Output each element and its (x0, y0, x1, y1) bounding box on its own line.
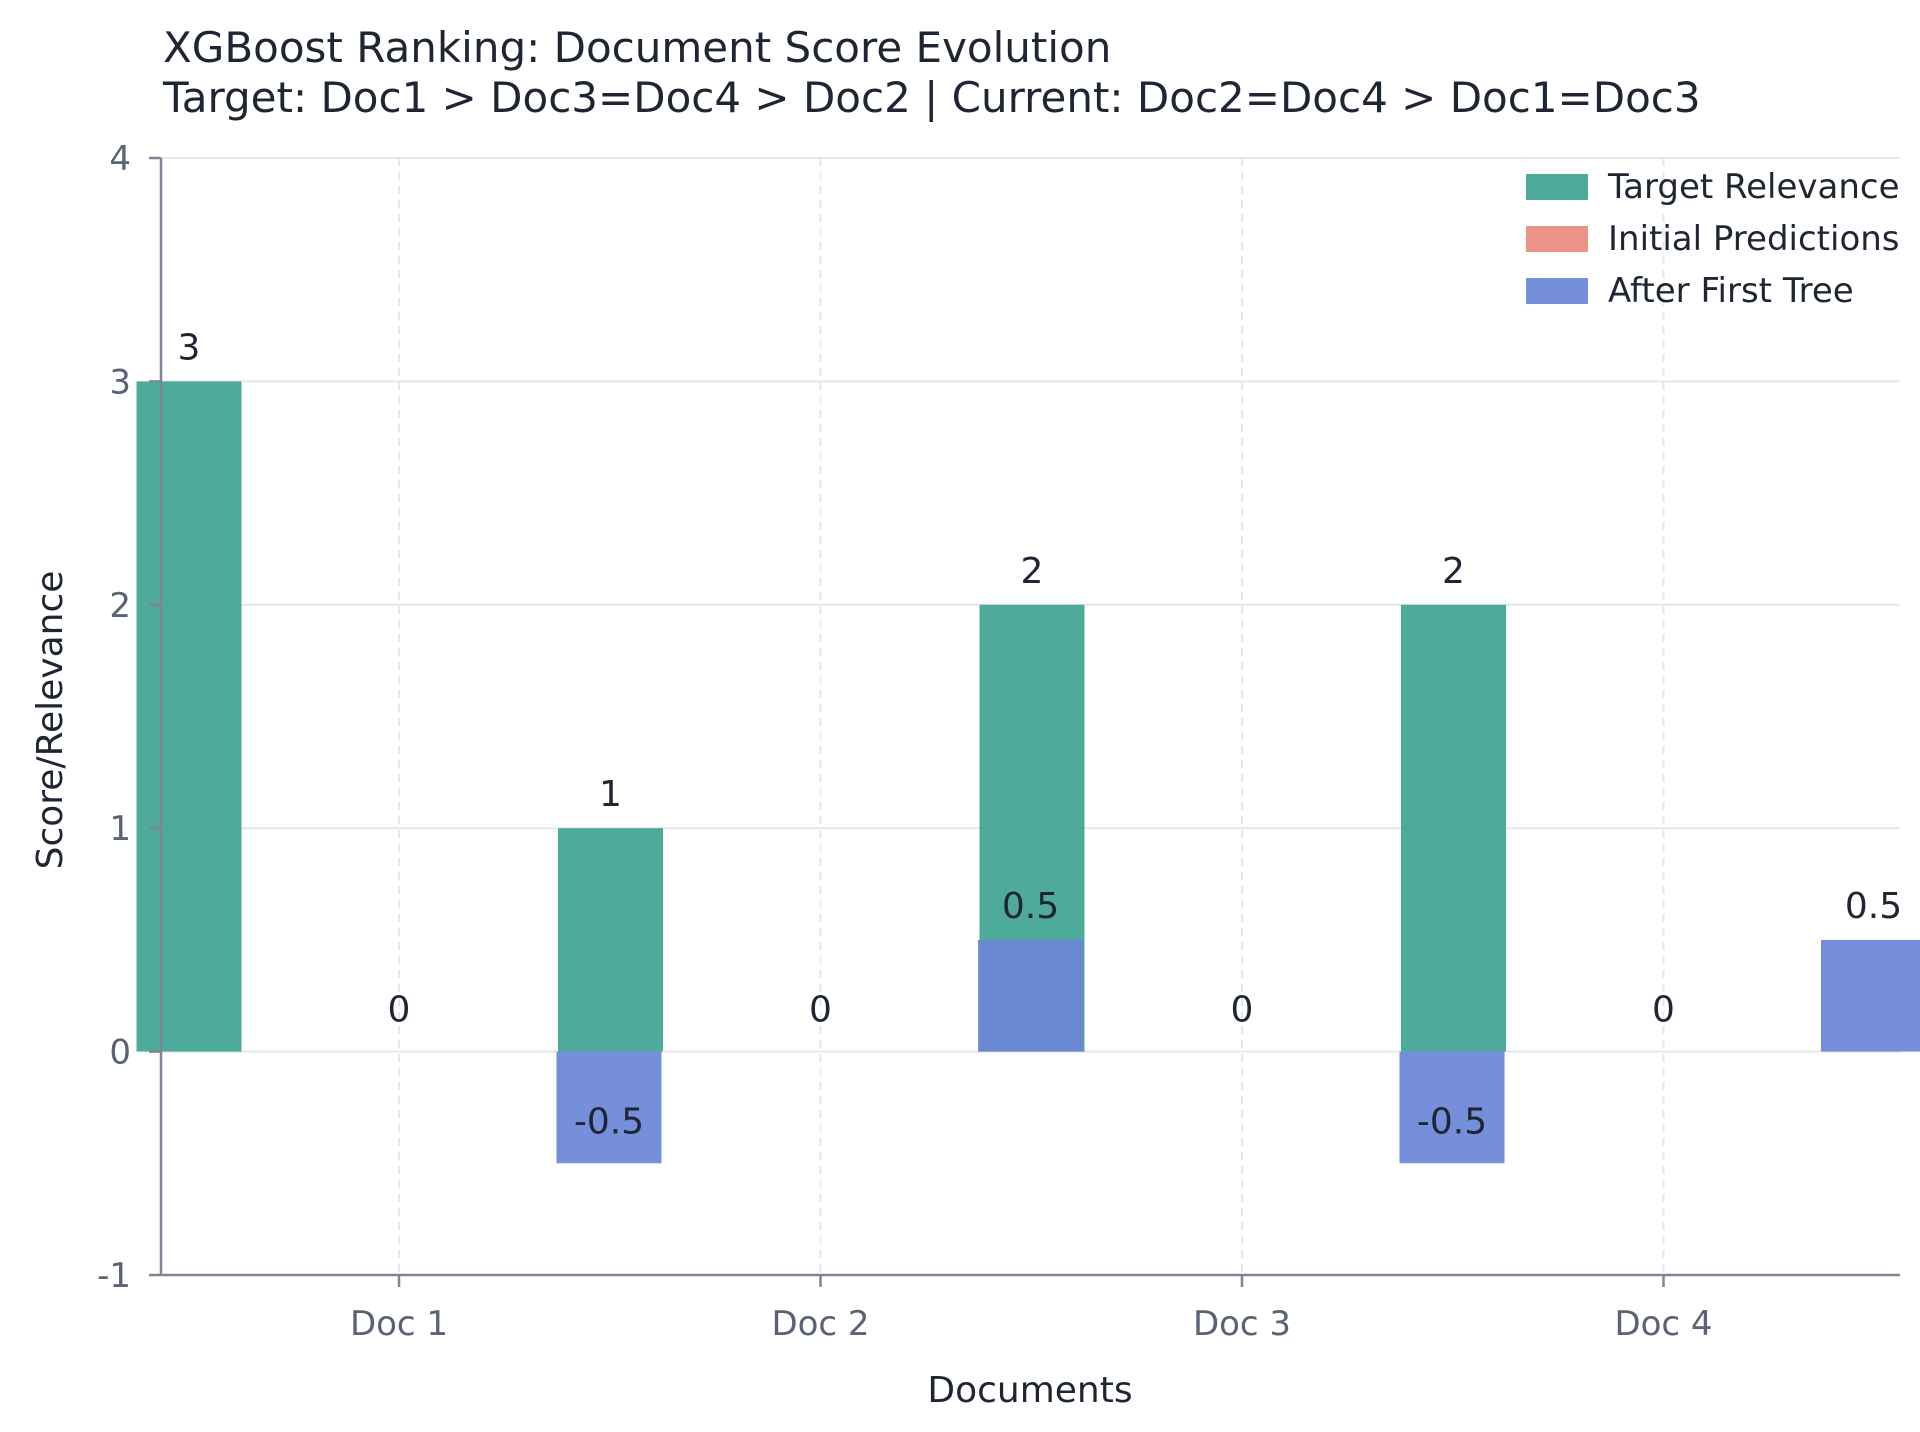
grid (161, 157, 1900, 1276)
data-label: 2 (1021, 551, 1044, 592)
y-tick-label: 1 (109, 809, 131, 849)
x-axis-label: Documents (927, 1370, 1132, 1411)
y-tick-label: 4 (109, 139, 131, 179)
legend-swatch (1526, 226, 1588, 252)
data-label: 3 (178, 327, 201, 368)
legend-label: Target Relevance (1607, 167, 1900, 207)
y-tick-label: 3 (109, 362, 131, 402)
bar (558, 828, 663, 1052)
y-tick-label: 0 (109, 1033, 131, 1073)
data-labels: 3 1 2 2 0 0 0 0 -0.5 0.5 -0.5 0.5 (178, 327, 1903, 1142)
data-label: -0.5 (1417, 1101, 1487, 1142)
legend-swatch (1526, 174, 1588, 200)
y-axis-label: Score/Relevance (30, 571, 71, 870)
bar (1401, 604, 1506, 1052)
data-label: 0 (388, 990, 411, 1031)
bar (556, 1051, 662, 1164)
data-label: 0 (1652, 990, 1675, 1031)
x-tick-label: Doc 2 (771, 1304, 869, 1344)
chart-title: XGBoost Ranking: Document Score Evolutio… (163, 23, 1111, 72)
data-label: 0 (809, 990, 832, 1031)
bar (1399, 1051, 1505, 1164)
bar (978, 939, 1083, 1052)
x-tick-label: Doc 3 (1193, 1304, 1291, 1344)
y-tick-label: -1 (97, 1256, 131, 1296)
data-label: 1 (599, 774, 622, 815)
y-tick-label: 2 (109, 586, 131, 626)
legend-label: Initial Predictions (1608, 219, 1900, 259)
legend-swatch (1526, 278, 1588, 304)
legend-label: After First Tree (1608, 271, 1854, 311)
data-label: 0.5 (1002, 886, 1059, 927)
bar (1821, 939, 1920, 1052)
data-label: 2 (1442, 551, 1465, 592)
data-label: 0 (1231, 990, 1254, 1031)
bar (136, 381, 242, 1052)
legend: Target Relevance Initial Predictions After… (1526, 167, 1900, 311)
axes: -1 0 1 2 3 4 Doc 1 Doc 2 Doc 3 Doc 4 (97, 139, 1900, 1344)
x-tick-label: Doc 1 (350, 1304, 448, 1344)
chart-subtitle: Target: Doc1 > Doc3=Doc4 > Doc2 | Curren… (162, 73, 1701, 122)
bars (136, 381, 1920, 1164)
x-tick-label: Doc 4 (1614, 1304, 1712, 1344)
data-label: 0.5 (1845, 886, 1902, 927)
data-label: -0.5 (574, 1101, 644, 1142)
